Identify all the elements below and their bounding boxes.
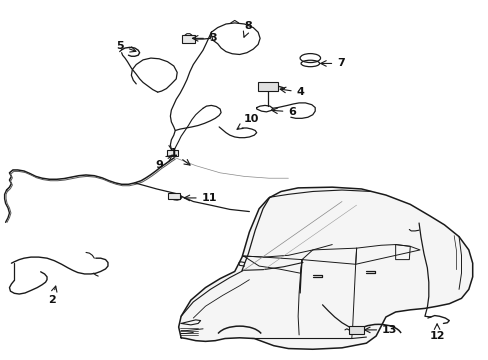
Text: 12: 12 bbox=[428, 324, 444, 341]
Text: 2: 2 bbox=[48, 286, 57, 305]
FancyBboxPatch shape bbox=[167, 193, 180, 199]
FancyBboxPatch shape bbox=[348, 325, 364, 334]
Text: 1: 1 bbox=[169, 148, 190, 165]
Text: 9: 9 bbox=[155, 156, 172, 170]
Text: 4: 4 bbox=[280, 87, 304, 97]
Text: 8: 8 bbox=[243, 21, 252, 37]
Text: 6: 6 bbox=[271, 107, 296, 117]
Polygon shape bbox=[178, 187, 472, 349]
Text: 7: 7 bbox=[320, 58, 344, 68]
Text: 3: 3 bbox=[192, 33, 216, 43]
Text: 13: 13 bbox=[364, 325, 397, 335]
FancyBboxPatch shape bbox=[258, 82, 277, 90]
Text: 10: 10 bbox=[237, 114, 259, 129]
Text: 5: 5 bbox=[116, 41, 136, 52]
FancyBboxPatch shape bbox=[166, 150, 177, 156]
Text: 11: 11 bbox=[184, 193, 217, 203]
FancyBboxPatch shape bbox=[181, 35, 195, 43]
